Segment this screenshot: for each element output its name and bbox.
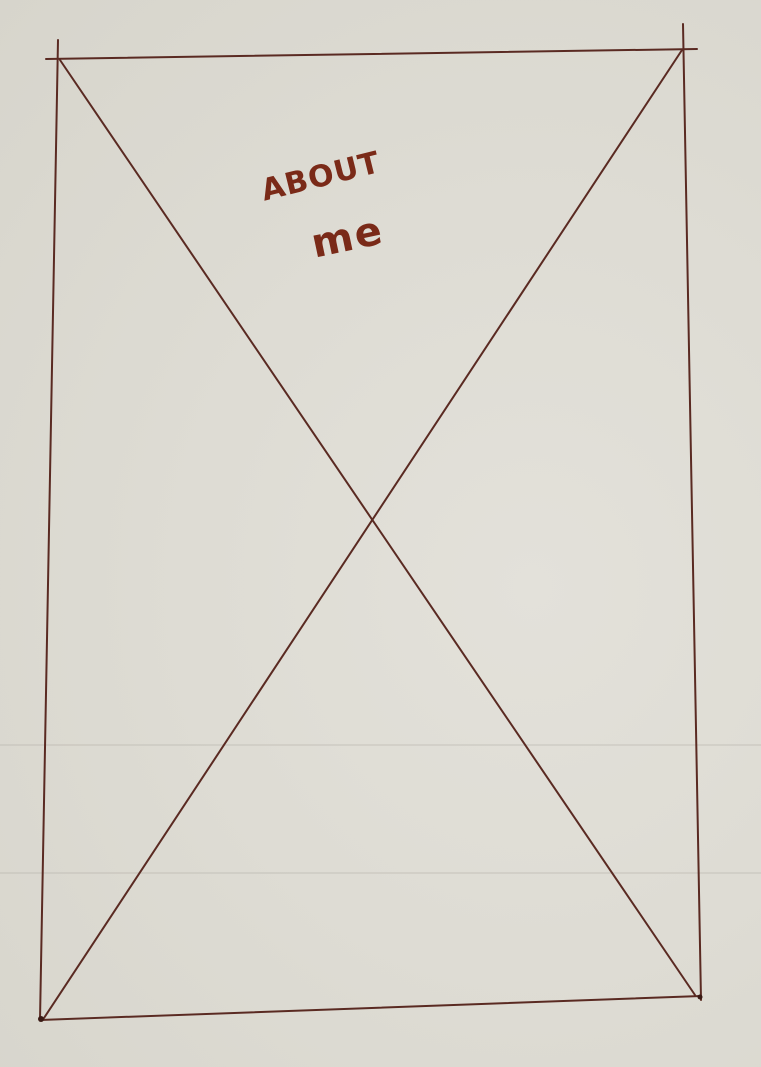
frame-right-edge [682,23,702,1001]
corner-dot-bottom-left [38,1016,44,1022]
about-me-label: ABOUT me [250,145,420,290]
paper-crease [0,744,761,746]
corner-dot-bottom-right [697,994,703,1000]
diagonal-top-left-to-bottom-right [59,59,696,996]
paper-crease [0,872,761,874]
label-line-me: me [307,207,389,268]
frame-left-edge [39,39,59,1021]
frame-top-edge [45,48,698,60]
frame-bottom-edge [39,995,702,1021]
diagonal-top-right-to-bottom-left [43,49,683,1019]
